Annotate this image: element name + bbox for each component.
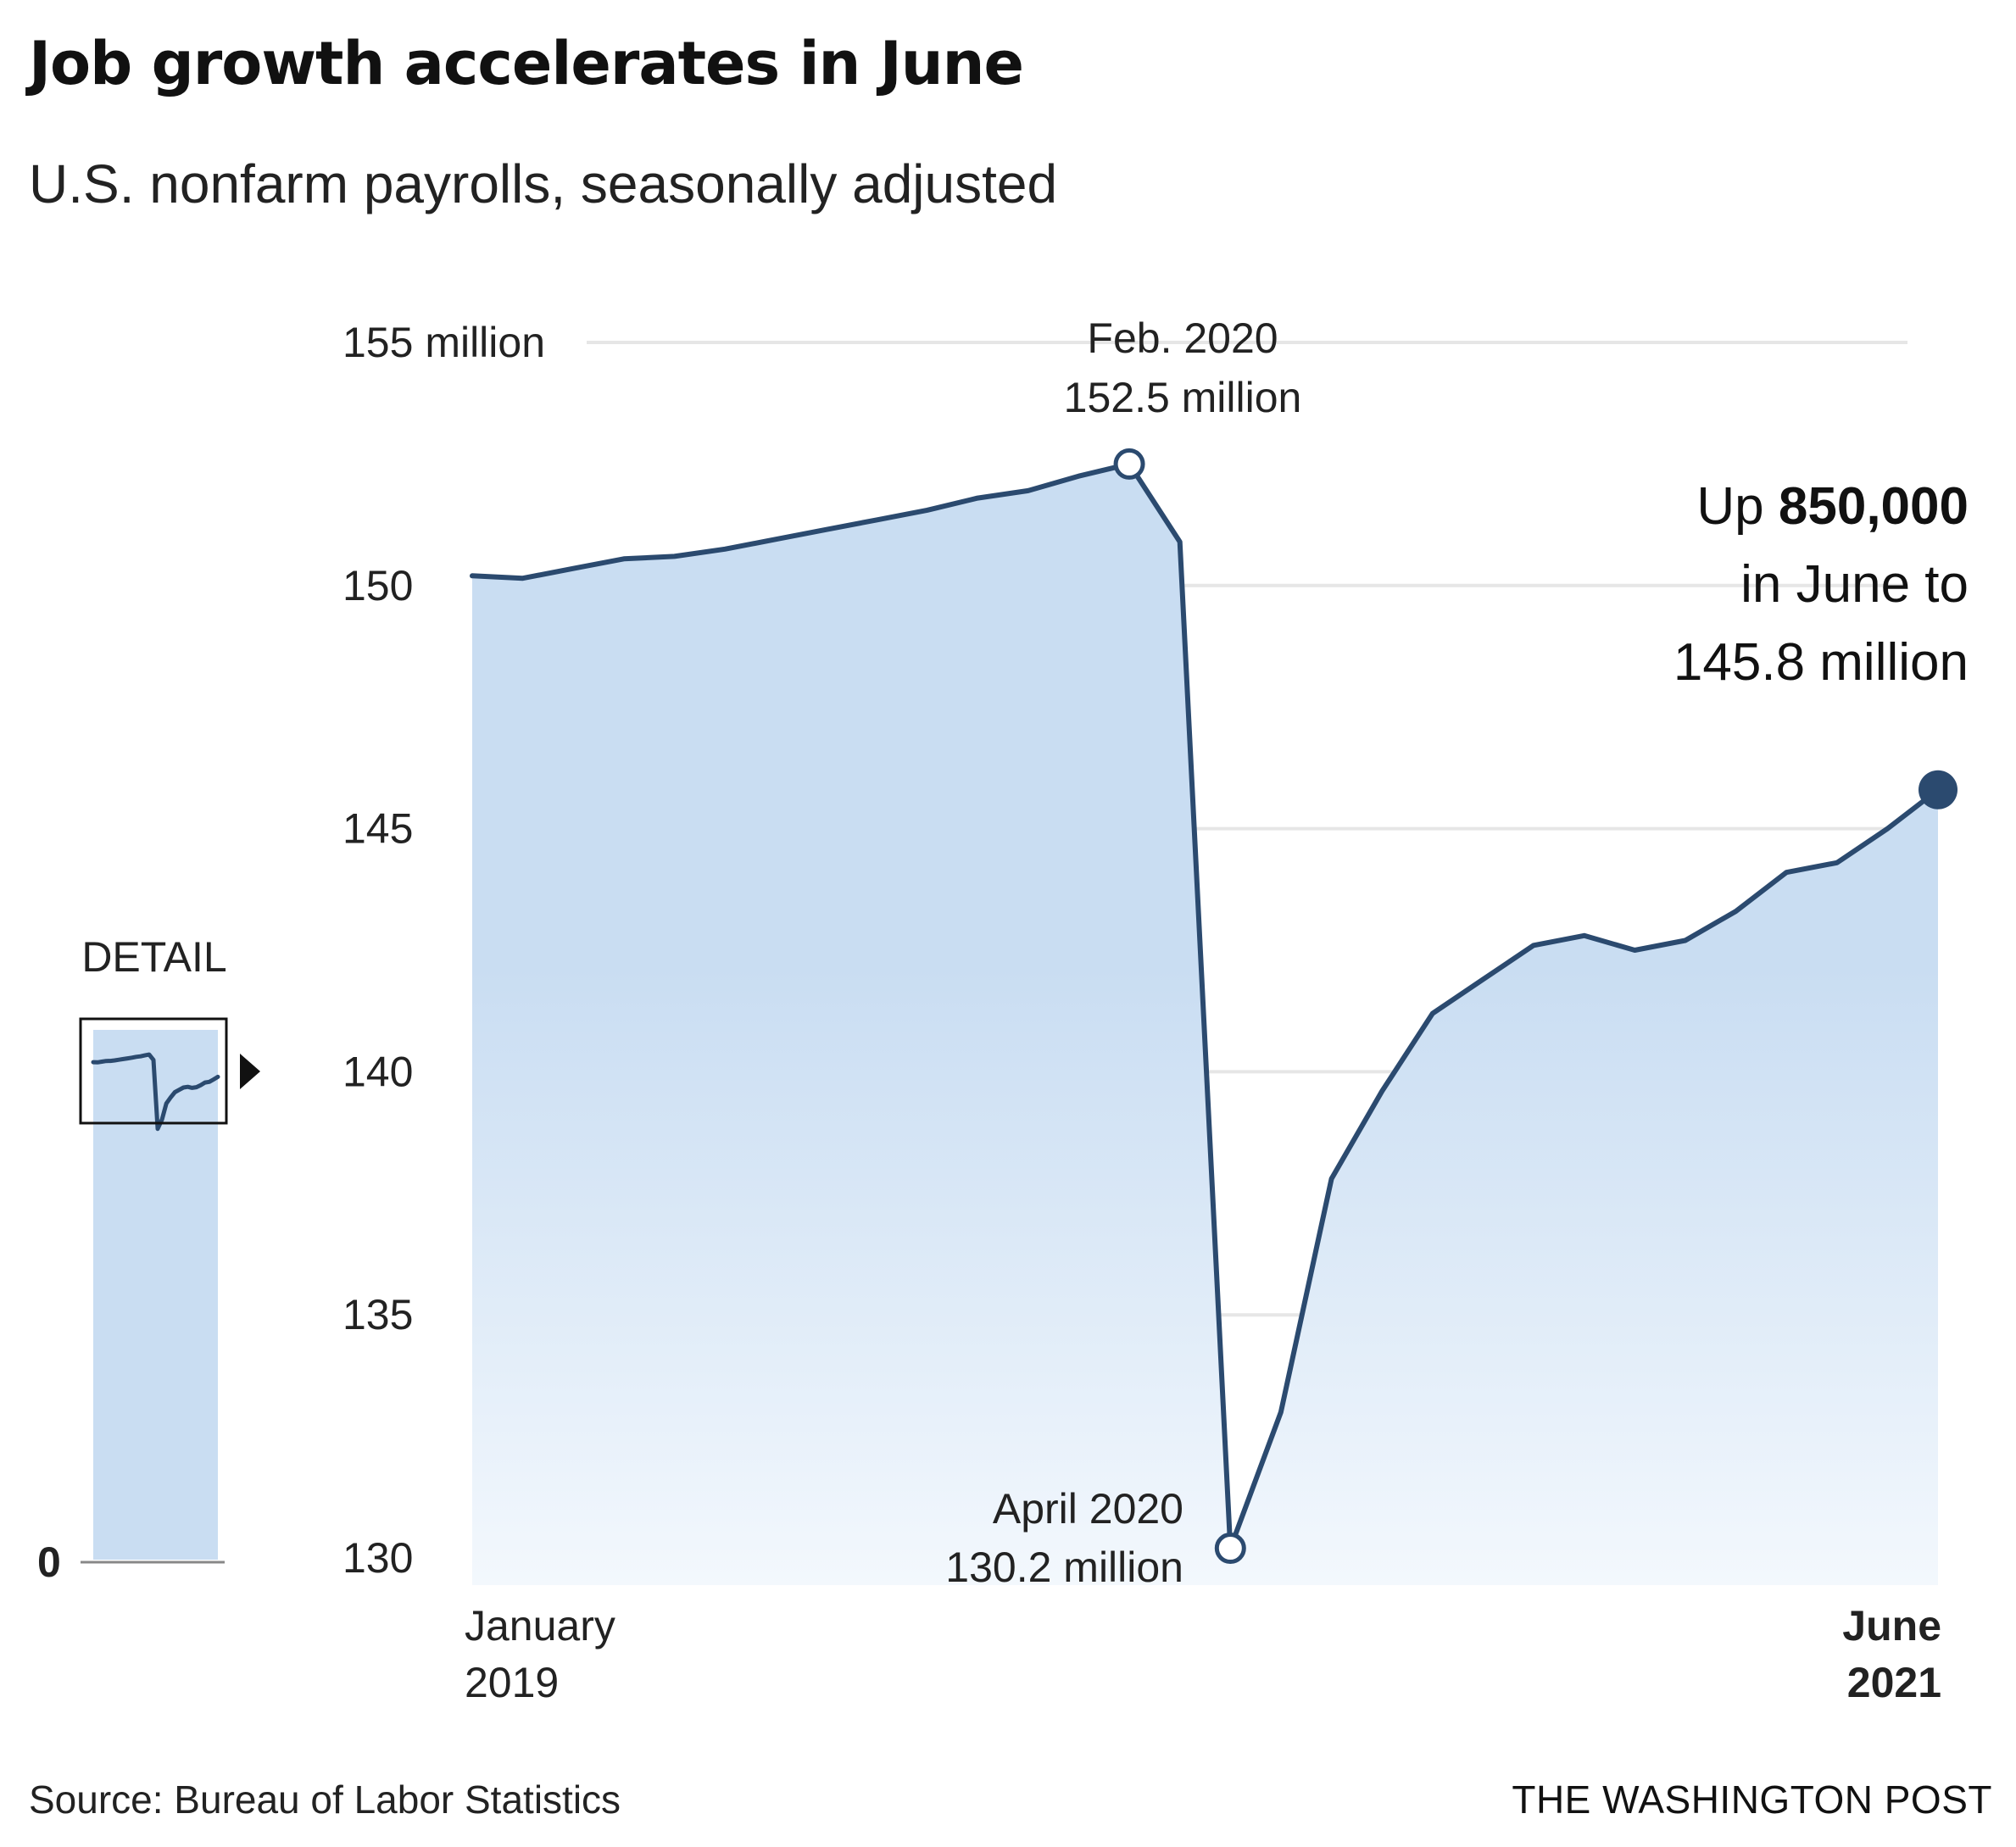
latest-annotation-change: 850,000 — [1779, 477, 1969, 536]
y-tick-label: 140 — [342, 1048, 413, 1095]
publisher-credit: THE WASHINGTON POST — [1512, 1777, 1992, 1822]
data-point — [1885, 826, 1890, 831]
data-point — [521, 576, 525, 581]
data-point — [1532, 943, 1536, 948]
inset-line — [91, 1052, 220, 1132]
latest-annotation-line3: 145.8 million — [1674, 633, 1969, 692]
latest-annotation-line2: in June to — [1740, 555, 1969, 614]
y-axis-ticks: 155 million 150 145 140 135 130 — [342, 319, 545, 1582]
latest-annotation-line1: Up 850,000 — [1696, 477, 1969, 536]
series-line — [470, 461, 1941, 1551]
data-point — [621, 557, 626, 561]
inset-zero-label: 0 — [37, 1538, 61, 1586]
data-point — [824, 527, 828, 531]
x-label-start-year: 2019 — [465, 1659, 559, 1706]
data-point — [1077, 474, 1081, 478]
data-point — [1785, 871, 1789, 875]
data-point — [723, 547, 727, 551]
data-point — [1178, 540, 1182, 544]
chart-title: Job growth accelerates in June — [29, 29, 1024, 98]
data-point — [1026, 488, 1030, 492]
data-point — [1430, 1011, 1434, 1015]
data-point — [773, 537, 777, 542]
x-label-end-year: 2021 — [1847, 1659, 1941, 1706]
trough-annotation-value: 130.2 million — [945, 1544, 1183, 1591]
data-point — [1278, 1410, 1283, 1414]
peak-annotation-value: 152.5 million — [1064, 374, 1302, 421]
data-point — [1380, 1089, 1384, 1093]
x-label-end-month: June — [1842, 1602, 1941, 1650]
data-point — [1835, 860, 1839, 865]
x-label-start-month: January — [465, 1602, 615, 1650]
data-point — [471, 574, 474, 578]
y-tick-label: 150 — [342, 562, 413, 609]
detail-box — [79, 1017, 228, 1125]
detail-label: DETAIL — [81, 933, 226, 981]
data-point — [1329, 1177, 1334, 1181]
data-point — [1734, 910, 1738, 914]
trough-marker — [1214, 1533, 1246, 1565]
data-point — [1481, 977, 1485, 982]
data-point — [976, 496, 980, 500]
data-point — [1683, 938, 1687, 943]
source-note: Source: Bureau of Labor Statistics — [29, 1777, 621, 1822]
peak-marker — [1113, 448, 1145, 480]
data-point — [925, 508, 929, 512]
latest-annotation-prefix: Up — [1696, 477, 1778, 536]
data-point — [672, 554, 677, 559]
data-point — [1582, 933, 1586, 937]
chart-subtitle: U.S. nonfarm payrolls, seasonally adjust… — [29, 153, 1058, 214]
y-tick-label: 130 — [342, 1534, 413, 1582]
peak-annotation-date: Feb. 2020 — [1087, 314, 1278, 362]
latest-marker — [1919, 770, 1958, 809]
data-points — [471, 462, 1940, 1550]
detail-arrow-icon — [240, 1054, 260, 1089]
data-point — [1633, 949, 1637, 952]
y-tick-label: 155 million — [342, 319, 545, 366]
trough-annotation-date: April 2020 — [993, 1485, 1183, 1533]
detail-inset: DETAIL 0 — [37, 933, 260, 1586]
y-tick-label: 145 — [342, 805, 413, 853]
y-tick-label: 135 — [342, 1291, 413, 1338]
data-point — [874, 518, 878, 522]
series-area — [472, 464, 1938, 1585]
data-point — [571, 566, 576, 570]
